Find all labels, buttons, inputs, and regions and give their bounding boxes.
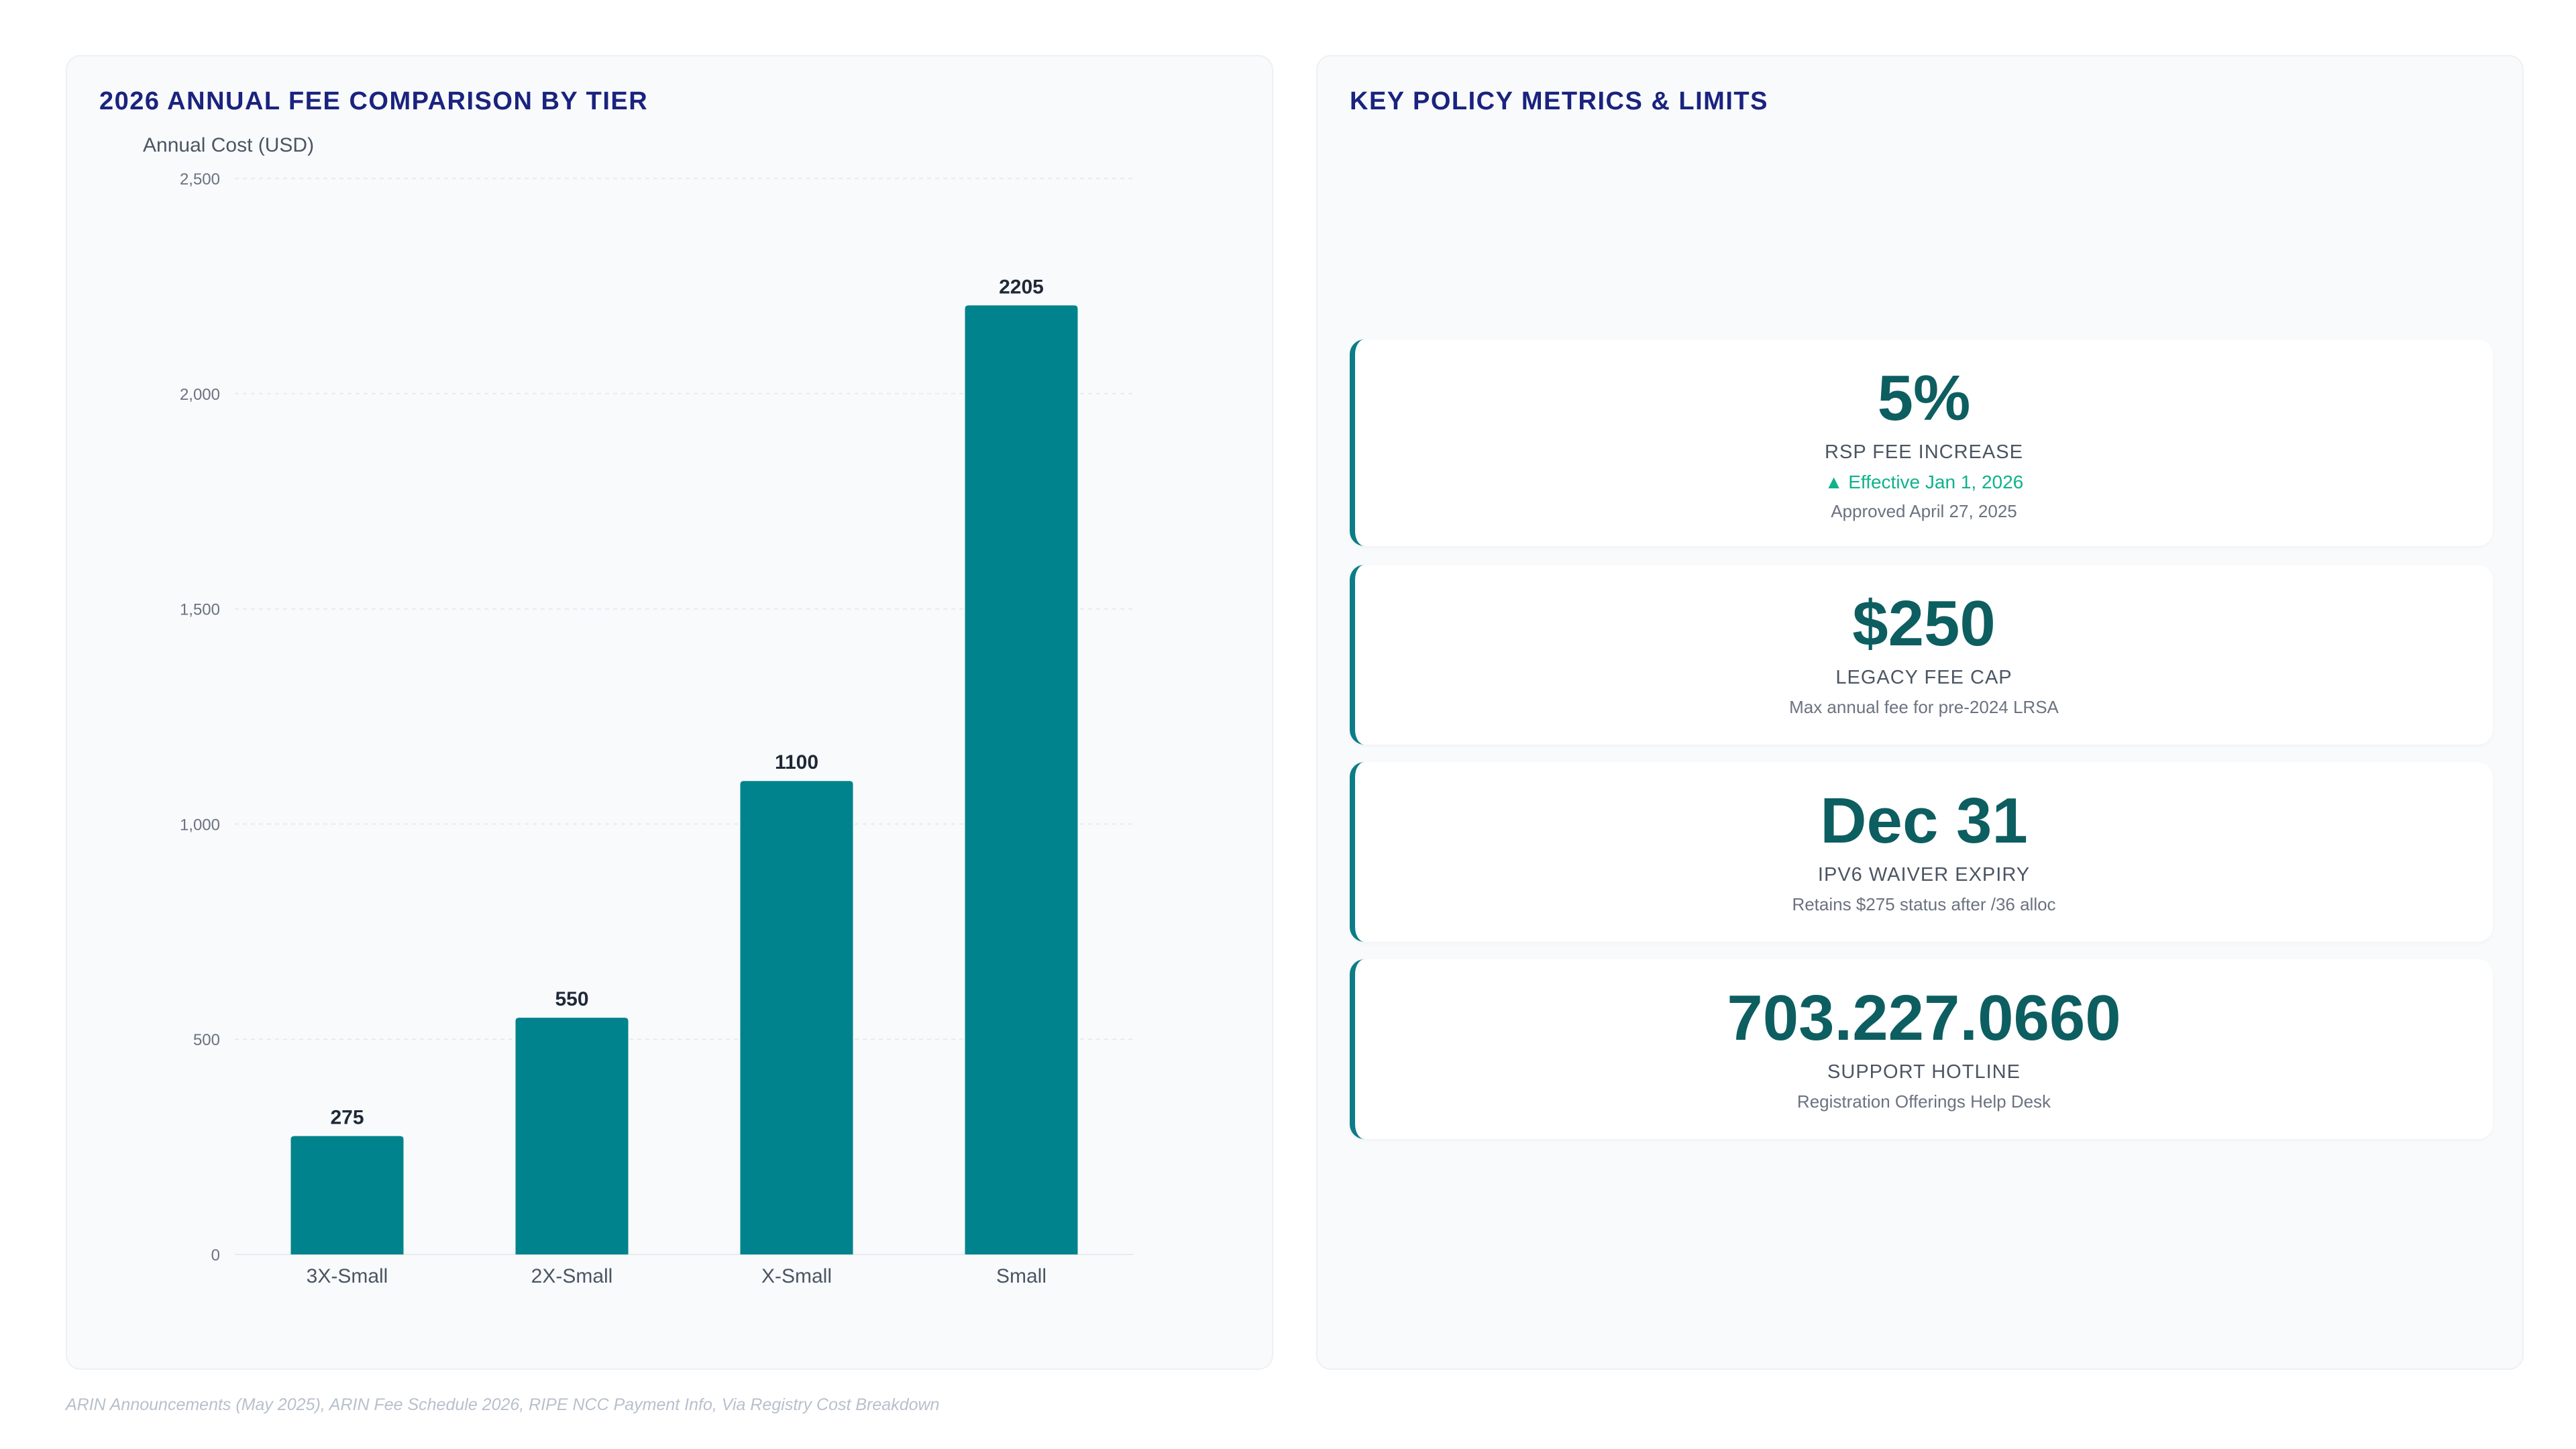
metric-card-support-hotline: 703.227.0660 SUPPORT HOTLINE Registratio…	[1350, 959, 2493, 1139]
bar-small	[965, 305, 1078, 1255]
y-tick-label: 1,500	[180, 601, 220, 619]
bar-x-small	[740, 781, 853, 1254]
chart-title: 2026 ANNUAL FEE COMPARISON BY TIER	[99, 87, 649, 115]
metric-label: SUPPORT HOTLINE	[1827, 1061, 2021, 1083]
metric-sub: Retains $275 status after /36 alloc	[1792, 894, 2056, 914]
bar-value-label: 550	[555, 988, 588, 1010]
bar-value-label: 1100	[775, 751, 818, 773]
metric-label: RSP FEE INCREASE	[1825, 441, 2023, 463]
bar-3x-small	[290, 1136, 404, 1254]
metric-label: LEGACY FEE CAP	[1835, 667, 2012, 688]
x-tick-label: 2X-Small	[531, 1265, 613, 1287]
metric-value: Dec 31	[1820, 785, 2028, 857]
bar-chart: Annual Cost (USD) 0 500 1,000 1,500 2,000 2,50…	[143, 134, 1134, 1287]
metric-note: ▲ Effective Jan 1, 2026	[1824, 472, 2024, 492]
metric-card-legacy-cap: $250 LEGACY FEE CAP Max annual fee for p…	[1350, 565, 2493, 745]
x-tick-label: Small	[996, 1265, 1046, 1287]
y-tick-label: 1,000	[180, 816, 220, 834]
y-tick-label: 0	[211, 1246, 220, 1265]
metric-label: IPV6 WAIVER EXPIRY	[1817, 864, 2031, 885]
policy-metrics-panel: KEY POLICY METRICS & LIMITS 5% RSP FEE I…	[1316, 55, 2524, 1370]
metric-value: 5%	[1877, 362, 1971, 434]
bar-value-label: 2205	[999, 276, 1044, 298]
metric-sub: Registration Offerings Help Desk	[1796, 1091, 2051, 1112]
metric-card-rsp-fee: 5% RSP FEE INCREASE ▲ Effective Jan 1, 2…	[1350, 339, 2493, 546]
bar-value-label: 275	[330, 1107, 364, 1129]
metric-sub: Approved April 27, 2025	[1831, 501, 2017, 521]
bar-2x-small	[515, 1018, 629, 1254]
metric-value: $250	[1852, 588, 1996, 659]
y-axis-label: Annual Cost (USD)	[143, 134, 314, 156]
x-tick-label: 3X-Small	[307, 1265, 388, 1287]
y-tick-label: 2,000	[180, 386, 220, 404]
metric-sub: Max annual fee for pre-2024 LRSA	[1789, 697, 2059, 717]
y-tick-label: 500	[193, 1031, 220, 1049]
x-tick-label: X-Small	[761, 1265, 832, 1287]
metric-card-ipv6-waiver: Dec 31 IPV6 WAIVER EXPIRY Retains $275 s…	[1350, 762, 2493, 942]
fee-chart-panel: 2026 ANNUAL FEE COMPARISON BY TIER Annua…	[66, 55, 1273, 1370]
metric-value: 703.227.0660	[1727, 982, 2121, 1054]
metrics-title: KEY POLICY METRICS & LIMITS	[1350, 87, 1768, 115]
source-caption: ARIN Announcements (May 2025), ARIN Fee …	[66, 1395, 940, 1414]
y-tick-label: 2,500	[180, 170, 220, 189]
